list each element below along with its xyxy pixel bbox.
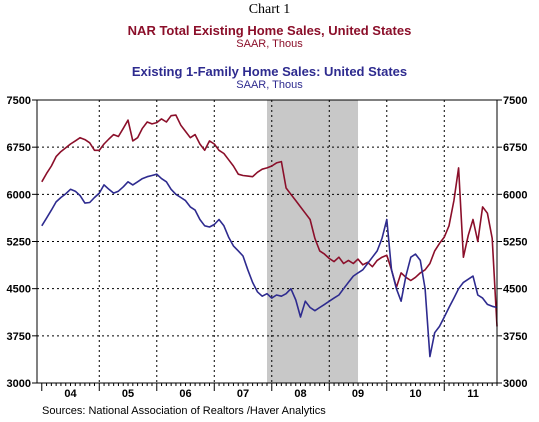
y-tick-label-right: 3000 <box>503 378 527 390</box>
chart-subtitle-single-family: SAAR, Thous <box>236 79 303 91</box>
series-line-single-family-sales <box>41 173 498 358</box>
y-tick-label-left: 3000 <box>7 378 31 390</box>
y-tick-label-left: 3750 <box>7 331 31 343</box>
chart-title-single-family: Existing 1-Family Home Sales: United Sta… <box>131 64 408 79</box>
y-tick-label-left: 6750 <box>7 142 31 154</box>
y-tick-label-right: 4500 <box>503 284 527 296</box>
y-tick-label-left: 5250 <box>7 237 31 249</box>
chart-number: Chart 1 <box>248 2 291 17</box>
series-line-total-sales <box>41 114 498 327</box>
x-tick-label: 09 <box>352 388 364 400</box>
y-tick-label-left: 6000 <box>7 189 31 201</box>
x-tick-label: 05 <box>122 388 134 400</box>
chart-subtitle-total: SAAR, Thous <box>236 38 303 50</box>
x-tick-label: 04 <box>64 388 77 400</box>
x-tick-label: 07 <box>237 388 249 400</box>
source-note: Sources: National Association of Realtor… <box>42 405 326 417</box>
x-tick-label: 06 <box>179 388 191 400</box>
y-tick-label-left: 4500 <box>7 284 31 296</box>
y-tick-label-right: 7500 <box>503 95 527 107</box>
x-tick-label: 11 <box>467 388 479 400</box>
y-tick-label-right: 6750 <box>503 142 527 154</box>
x-tick-label: 08 <box>294 388 306 400</box>
y-tick-label-right: 3750 <box>503 331 527 343</box>
y-tick-label-right: 5250 <box>503 237 527 249</box>
chart-title-total: NAR Total Existing Home Sales, United St… <box>127 23 412 38</box>
y-tick-label-right: 6000 <box>503 189 527 201</box>
y-tick-label-left: 7500 <box>7 95 31 107</box>
x-tick-label: 10 <box>409 388 421 400</box>
